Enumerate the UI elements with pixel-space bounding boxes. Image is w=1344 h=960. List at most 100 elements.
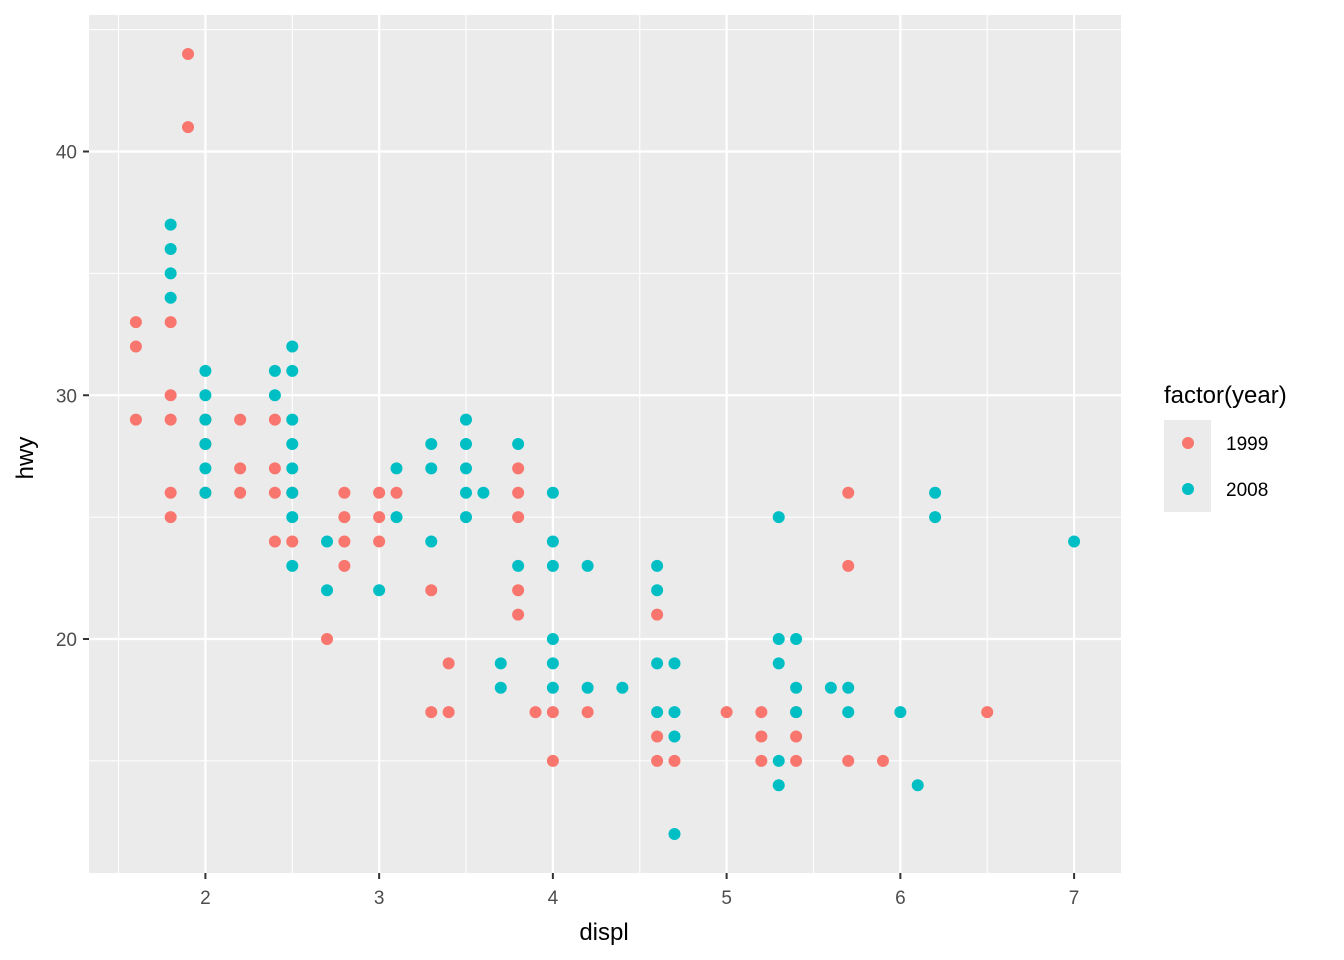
point-2008 <box>164 291 177 304</box>
point-2008 <box>164 218 177 231</box>
point-1999 <box>234 413 247 426</box>
point-2008 <box>772 779 785 792</box>
x-axis-title: displ <box>579 919 628 946</box>
point-2008 <box>546 559 559 572</box>
point-1999 <box>512 511 525 524</box>
point-1999 <box>842 754 855 767</box>
point-1999 <box>755 754 768 767</box>
point-1999 <box>442 657 455 670</box>
point-2008 <box>425 438 438 450</box>
point-2008 <box>199 462 212 475</box>
point-2008 <box>790 706 803 719</box>
point-1999 <box>512 462 525 475</box>
point-2008 <box>286 511 299 524</box>
point-2008 <box>651 657 664 670</box>
point-1999 <box>581 706 594 719</box>
point-2008 <box>321 535 334 548</box>
point-2008 <box>425 462 438 475</box>
point-2008 <box>164 243 177 255</box>
point-1999 <box>425 584 438 597</box>
point-2008 <box>668 730 681 743</box>
point-2008 <box>286 413 299 426</box>
point-2008 <box>616 681 629 694</box>
point-2008 <box>1068 535 1081 548</box>
plot-panel <box>89 15 1121 873</box>
point-2008 <box>581 681 594 694</box>
point-2008 <box>581 559 594 572</box>
point-1999 <box>390 486 403 499</box>
point-2008 <box>651 706 664 719</box>
legend-key-background <box>1164 420 1211 512</box>
x-tick-label: 6 <box>895 888 906 909</box>
point-2008 <box>790 633 803 645</box>
point-2008 <box>772 633 785 645</box>
point-1999 <box>373 511 386 524</box>
point-1999 <box>373 486 386 499</box>
point-1999 <box>790 754 803 767</box>
point-2008 <box>460 462 473 475</box>
point-2008 <box>286 462 299 475</box>
point-1999 <box>981 706 994 719</box>
point-1999 <box>338 486 351 499</box>
point-1999 <box>234 462 247 475</box>
legend-key-1999 <box>1182 437 1194 449</box>
minor-gridlines <box>89 15 1121 873</box>
point-1999 <box>442 706 455 719</box>
point-2008 <box>199 413 212 426</box>
point-2008 <box>668 828 681 840</box>
point-1999 <box>182 48 195 60</box>
point-2008 <box>824 681 837 694</box>
point-1999 <box>842 559 855 572</box>
point-2008 <box>546 681 559 694</box>
point-1999 <box>268 413 281 426</box>
point-1999 <box>512 608 525 621</box>
point-1999 <box>164 486 177 499</box>
point-2008 <box>286 438 299 450</box>
point-1999 <box>512 584 525 597</box>
point-1999 <box>529 706 542 719</box>
x-axis: 2 3 4 5 6 7 <box>200 873 1079 909</box>
point-1999 <box>790 730 803 743</box>
point-1999 <box>129 340 142 353</box>
point-1999 <box>651 754 664 767</box>
point-1999 <box>338 535 351 548</box>
point-1999 <box>546 754 559 767</box>
point-2008 <box>911 779 924 792</box>
x-tick-label: 4 <box>548 888 559 909</box>
point-1999 <box>268 486 281 499</box>
point-1999 <box>876 754 889 767</box>
x-tick-label: 2 <box>200 888 211 909</box>
y-tick-label: 30 <box>56 386 77 407</box>
x-tick-label: 7 <box>1069 888 1080 909</box>
point-1999 <box>755 706 768 719</box>
point-2008 <box>772 511 785 524</box>
point-1999 <box>164 511 177 524</box>
point-2008 <box>199 438 212 450</box>
legend-title: factor(year) <box>1164 382 1287 409</box>
y-axis: 20 30 40 <box>56 143 89 651</box>
point-2008 <box>546 657 559 670</box>
point-2008 <box>390 462 403 475</box>
point-2008 <box>790 681 803 694</box>
point-2008 <box>425 535 438 548</box>
point-1999 <box>755 730 768 743</box>
point-2008 <box>460 438 473 450</box>
legend-label-1999: 1999 <box>1226 434 1268 455</box>
point-2008 <box>842 706 855 719</box>
point-1999 <box>338 511 351 524</box>
point-2008 <box>477 486 490 499</box>
data-points <box>129 48 1081 840</box>
point-2008 <box>268 364 281 377</box>
point-1999 <box>668 754 681 767</box>
legend: factor(year) 1999 2008 <box>1164 382 1287 512</box>
y-tick-label: 40 <box>56 143 77 164</box>
point-1999 <box>286 535 299 548</box>
legend-key-2008 <box>1182 483 1194 495</box>
x-tick-label: 3 <box>374 888 385 909</box>
point-2008 <box>460 486 473 499</box>
point-1999 <box>129 413 142 426</box>
point-1999 <box>546 706 559 719</box>
point-2008 <box>668 657 681 670</box>
point-1999 <box>164 316 177 329</box>
